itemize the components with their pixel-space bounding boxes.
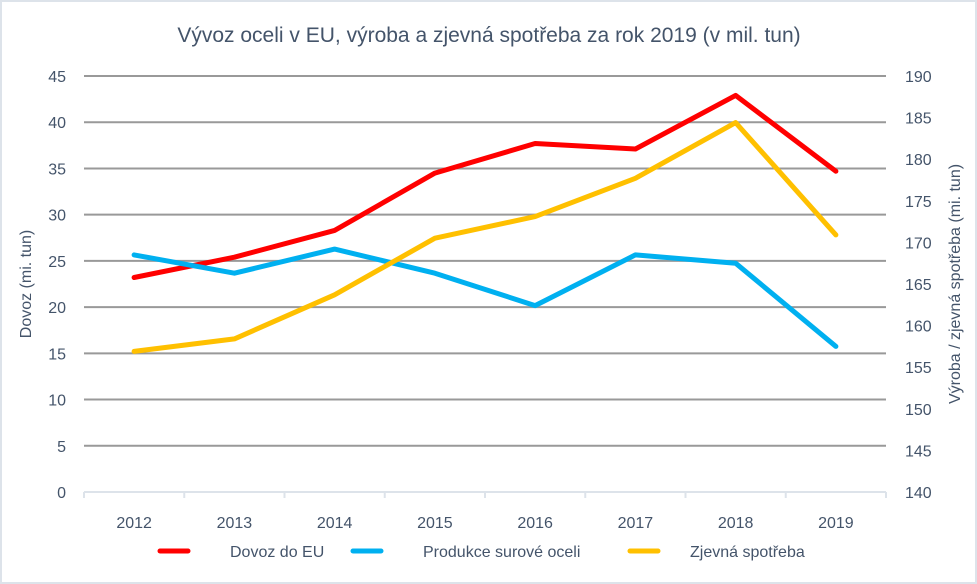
y-right-tick-label: 155 (905, 360, 932, 377)
x-axis: 2012 2013 2014 2015 2016 2017 2018 2019 (83, 491, 887, 532)
y-right-tick-label: 180 (905, 152, 932, 169)
y-left-tick-label: 35 (48, 161, 66, 178)
y-right-tick-label: 170 (905, 235, 932, 252)
legend-label: Produkce surové oceli (423, 544, 580, 561)
series-line-dovoz-do-eu (131, 92, 839, 280)
y-left-tick-label: 45 (48, 69, 66, 86)
x-tick-label: 2014 (317, 515, 353, 532)
y-left-tick-label: 25 (48, 254, 66, 271)
y-left-tick-label: 10 (48, 393, 66, 410)
x-tick-label: 2019 (818, 515, 854, 532)
series-lines (131, 92, 839, 354)
legend-label: Dovoz do EU (230, 544, 324, 561)
y-axis-right: 140 145 150 155 160 165 170 175 180 185 190 (905, 69, 932, 502)
x-tick-label: 2015 (417, 515, 453, 532)
chart-title: Vývoz oceli v EU, výroba a zjevná spotře… (177, 24, 800, 47)
legend-item: Produkce surové oceli (350, 544, 580, 561)
x-tick-label: 2018 (718, 515, 754, 532)
legend-item: Dovoz do EU (157, 544, 324, 561)
y-left-tick-label: 40 (48, 115, 66, 132)
legend-label: Zjevná spotřeba (690, 544, 805, 561)
y-right-tick-label: 140 (905, 485, 932, 502)
legend: Dovoz do EU Produkce surové oceli Zjevná s… (157, 544, 805, 561)
x-tick-label: 2017 (618, 515, 654, 532)
y-axis-right-title: Výroba / zjevná spotřeba (mi. tun) (947, 164, 964, 404)
y-right-tick-label: 160 (905, 319, 932, 336)
y-right-tick-label: 150 (905, 402, 932, 419)
y-axis-left-title: Dovoz (mi. tun) (18, 230, 35, 338)
y-right-tick-label: 190 (905, 69, 932, 86)
y-right-tick-label: 145 (905, 443, 932, 460)
series-line-zjevná-spotřeba (131, 120, 839, 354)
x-tick-label: 2016 (517, 515, 553, 532)
series-line-produkce-surové-oceli (131, 246, 839, 349)
y-left-tick-label: 30 (48, 208, 66, 225)
y-axis-left: 0 5 10 15 20 25 30 35 40 45 (48, 69, 66, 502)
y-right-tick-label: 185 (905, 111, 932, 128)
gridlines (84, 75, 886, 447)
y-left-tick-label: 0 (57, 485, 66, 502)
legend-item: Zjevná spotřeba (627, 544, 805, 561)
y-left-tick-label: 20 (48, 300, 66, 317)
y-left-tick-label: 5 (57, 439, 66, 456)
y-right-tick-label: 175 (905, 194, 932, 211)
x-tick-label: 2012 (116, 515, 152, 532)
x-tick-label: 2013 (217, 515, 253, 532)
y-right-tick-label: 165 (905, 277, 932, 294)
y-left-tick-label: 15 (48, 346, 66, 363)
